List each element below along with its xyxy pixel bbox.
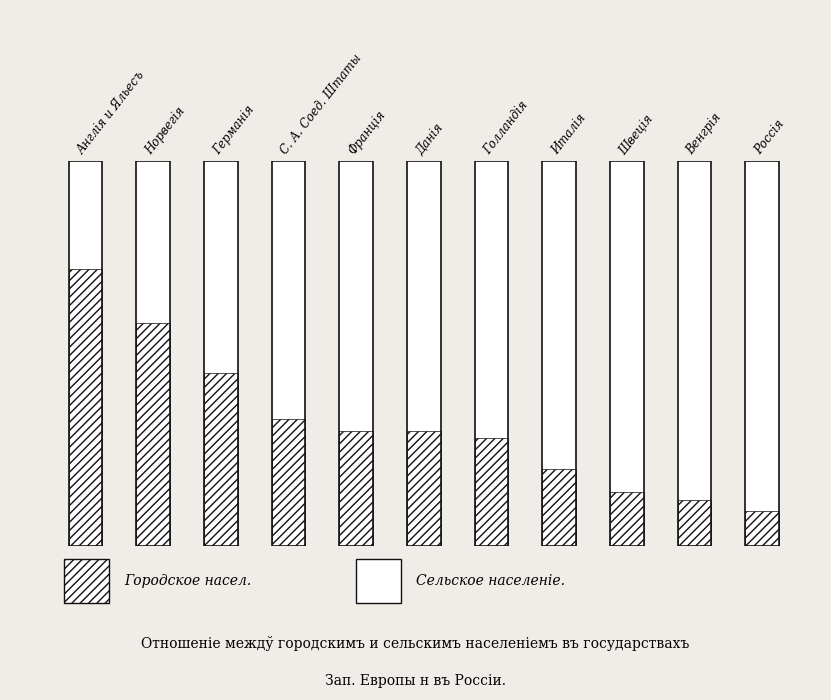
Bar	[677, 500, 711, 546]
Bar	[204, 161, 238, 372]
Text: Голландія: Голландія	[481, 99, 531, 157]
Bar	[69, 161, 102, 269]
Bar	[64, 559, 109, 603]
Text: С. А. Соед. Штаты: С. А. Соед. Штаты	[278, 52, 364, 157]
Bar	[272, 161, 306, 419]
Text: Франція: Франція	[346, 108, 388, 157]
Text: Англія и Яльесъ: Англія и Яльесъ	[76, 69, 148, 157]
Text: Италія: Италія	[549, 112, 588, 157]
Bar	[136, 323, 170, 546]
Bar	[677, 161, 711, 546]
Bar	[407, 161, 440, 430]
Bar	[407, 161, 440, 546]
Bar	[69, 161, 102, 546]
Text: Норвегія: Норвегія	[143, 105, 188, 157]
Bar	[204, 372, 238, 546]
Text: Швеція: Швеція	[617, 112, 656, 157]
Bar	[475, 161, 509, 438]
Bar	[136, 161, 170, 546]
Text: Данія: Данія	[414, 121, 445, 157]
Bar	[745, 161, 779, 511]
Text: Сельское населеніе.: Сельское населеніе.	[416, 574, 564, 588]
Text: Россія: Россія	[752, 118, 787, 157]
Bar	[136, 161, 170, 323]
Bar	[542, 161, 576, 469]
Bar	[356, 559, 401, 603]
Bar	[204, 161, 238, 546]
Bar	[339, 161, 373, 546]
Text: Зап. Европы н въ Россіи.: Зап. Европы н въ Россіи.	[325, 675, 506, 689]
Text: Германія: Германія	[210, 103, 257, 157]
Bar	[69, 269, 102, 546]
Bar	[542, 161, 576, 546]
Bar	[339, 161, 373, 430]
Bar	[272, 419, 306, 546]
Bar	[339, 430, 373, 546]
Bar	[475, 161, 509, 546]
Bar	[677, 161, 711, 500]
Text: Отношеніе междў городскимъ и сельскимъ населеніемъ въ государствахъ: Отношеніе междў городскимъ и сельскимъ …	[141, 636, 690, 650]
Bar	[272, 161, 306, 546]
Bar	[475, 438, 509, 546]
Text: Городское насел.: Городское насел.	[124, 574, 251, 588]
Bar	[610, 161, 644, 492]
Bar	[542, 469, 576, 546]
Bar	[610, 161, 644, 546]
Text: Венгрія: Венгрія	[684, 111, 725, 157]
Bar	[745, 161, 779, 546]
Bar	[745, 511, 779, 546]
Bar	[610, 492, 644, 546]
Bar	[407, 430, 440, 546]
